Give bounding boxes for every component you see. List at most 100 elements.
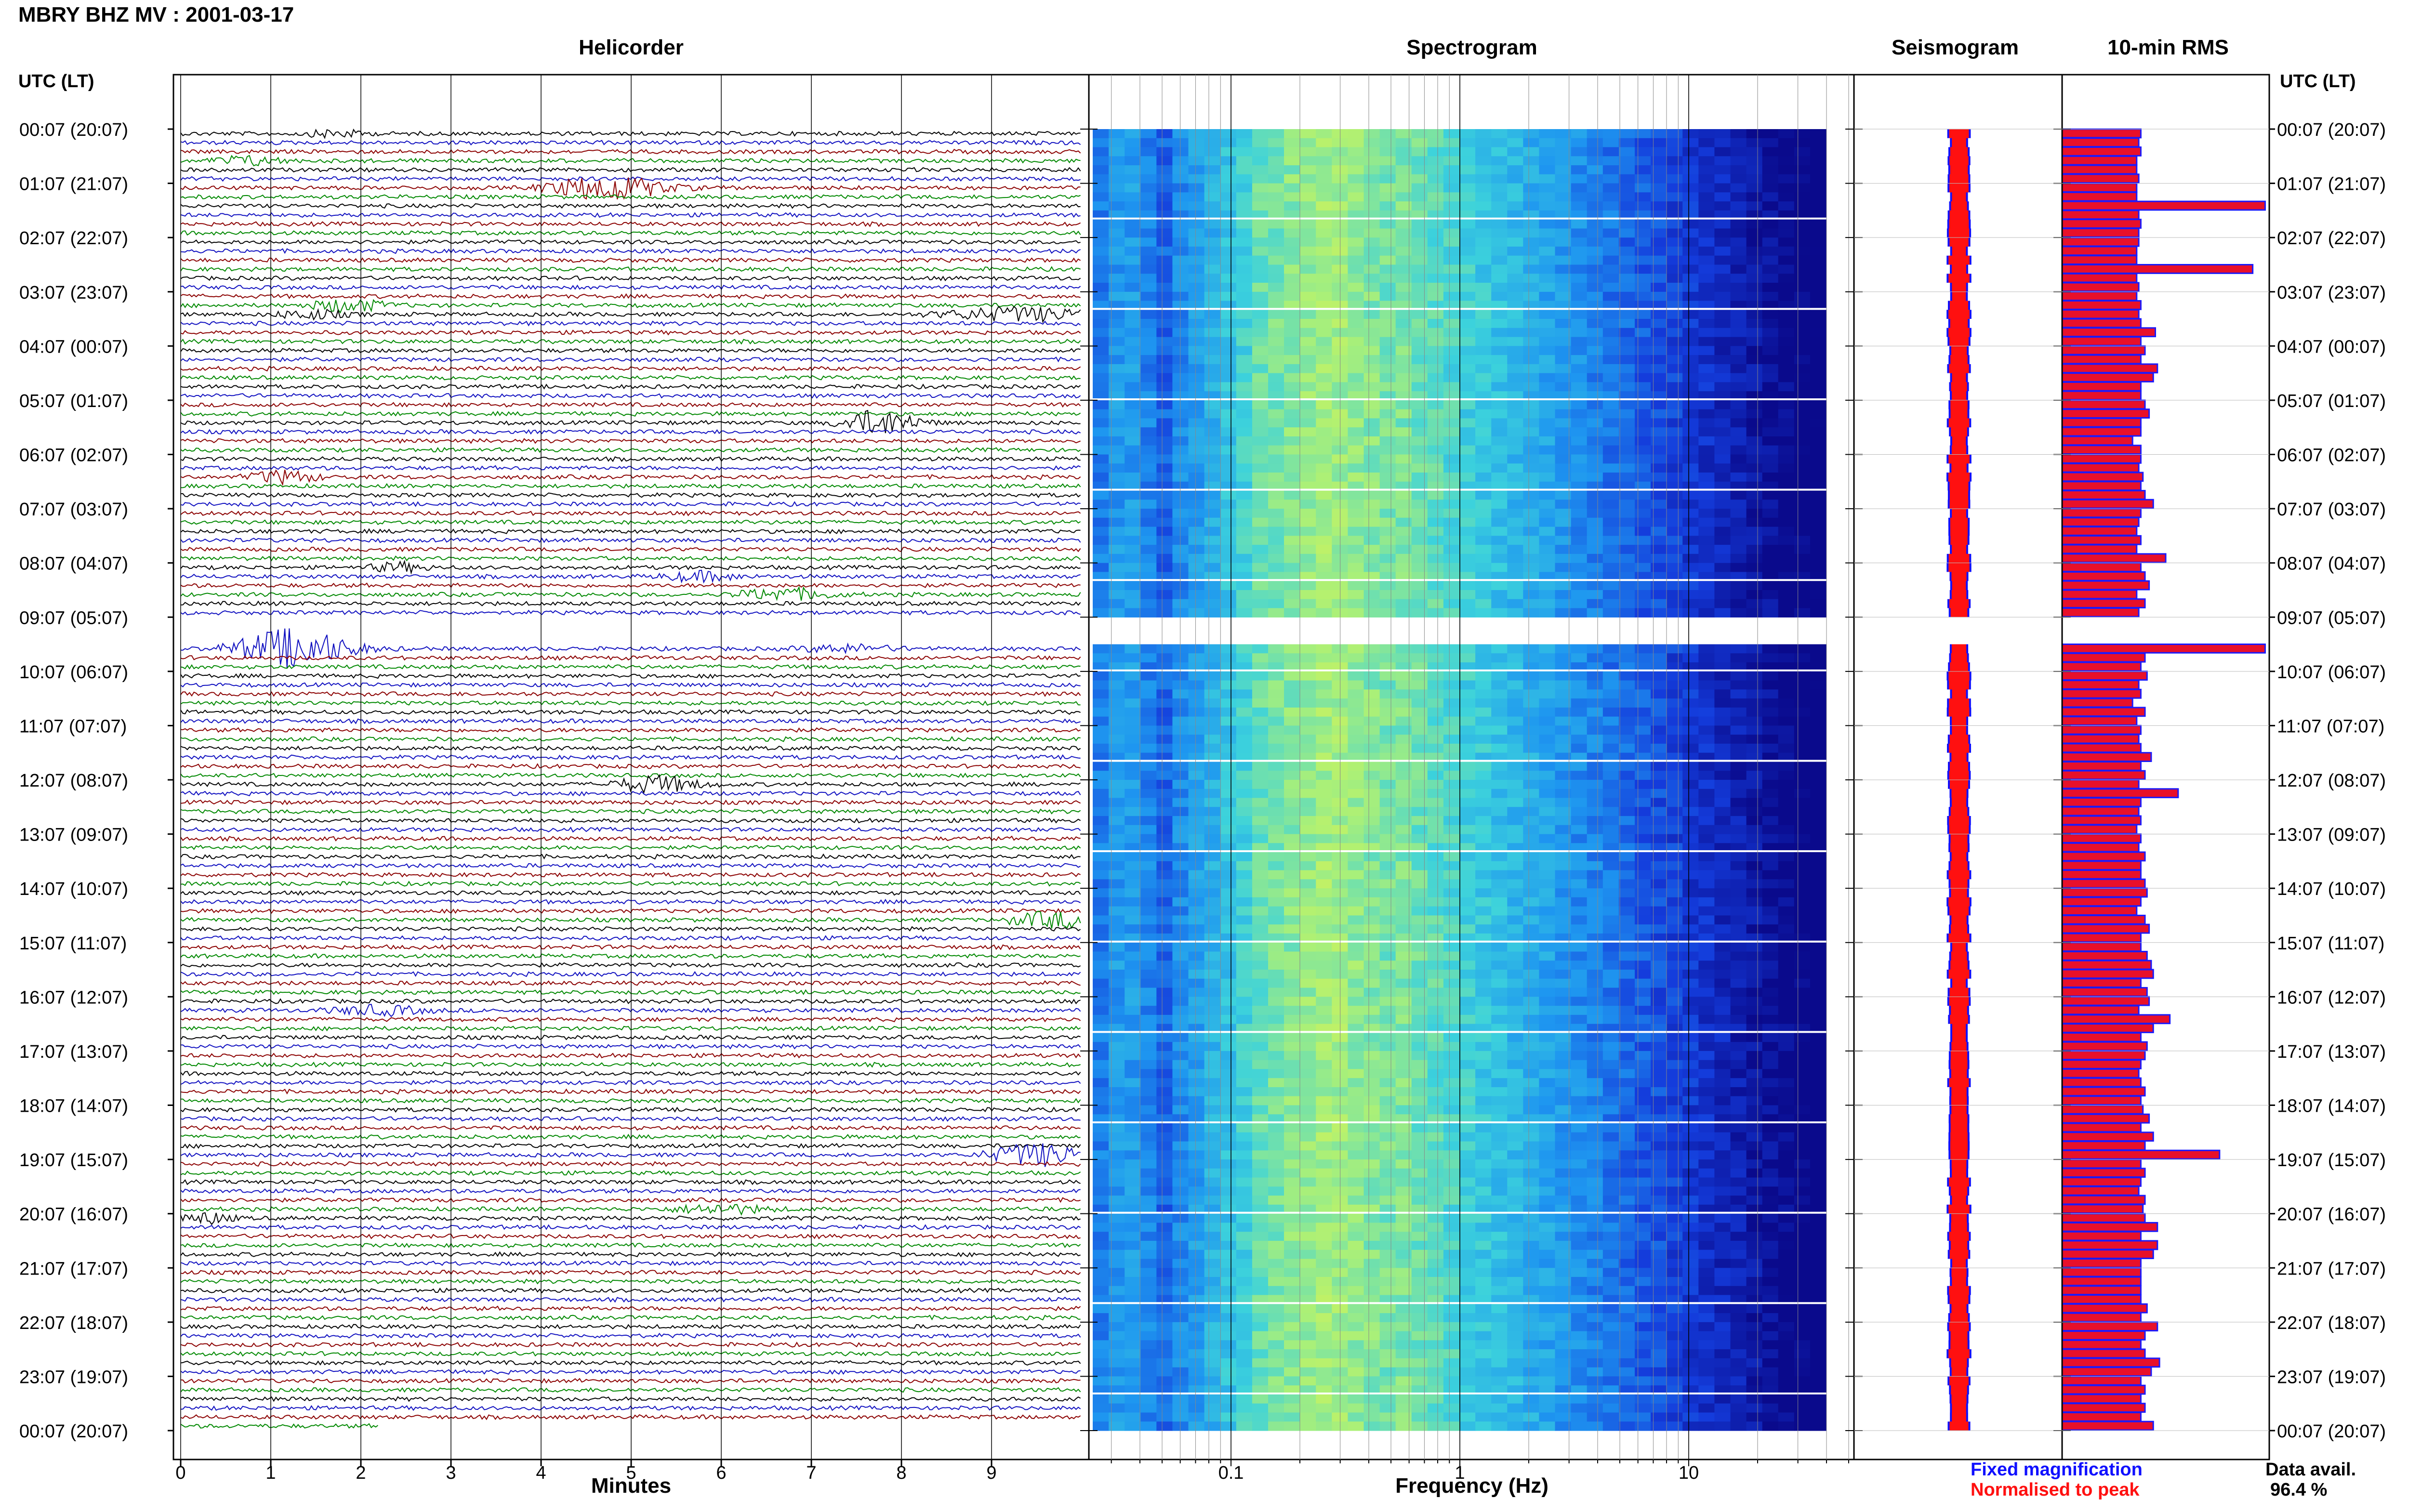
spectrogram-cell [1236,274,1253,283]
spectrogram-cell [1252,762,1269,771]
spectrogram-cell [1475,671,1492,681]
spectrogram-cell [1810,436,1827,446]
spectrogram-cell [1635,210,1651,218]
spectrogram-cell [1459,698,1476,708]
spectrogram-cell [1539,147,1556,157]
spectrogram-cell [1651,291,1667,302]
spectrogram-cell [1810,716,1827,726]
spectrogram-cell [1491,147,1508,157]
spectrogram-cell [1746,129,1763,139]
spectrogram-cell [1555,852,1572,862]
spectrogram-cell [1411,301,1428,308]
spectrogram-cell [1284,978,1300,988]
spectrogram-cell [1587,906,1603,916]
spectrogram-cell [1635,355,1651,365]
spectrogram-cell [1810,310,1827,319]
spectrogram-cell [1125,1096,1141,1106]
spectrogram-cell [1778,852,1795,862]
spectrogram-cell [1093,861,1109,871]
spectrogram-cell [1651,500,1667,509]
spectrogram-cell [1651,1096,1667,1106]
spectrogram-cell [1093,165,1109,175]
spectrogram-cell [1379,780,1396,789]
spectrogram-cell [1204,364,1221,374]
spectrogram-cell [1746,978,1763,988]
spectrogram-cell [1268,816,1284,826]
spectrogram-cell [1443,517,1460,527]
spectrogram-cell [1459,147,1476,157]
spectrogram-cell [1268,1051,1284,1061]
spectrogram-cell [1762,1105,1779,1115]
spectrogram-cell [1475,147,1492,157]
spectrogram-cell [1667,978,1683,988]
spectrogram-cell [1714,978,1731,988]
spectrogram-cell [1730,752,1747,760]
spectrogram-cell [1507,662,1523,670]
spectrogram-cell [1746,418,1763,428]
spectrogram-cell [1667,924,1683,934]
spectrogram-cell [1395,274,1412,283]
spectrogram-cell [1523,473,1539,482]
spectrogram-cell [1778,490,1795,500]
spectrogram-cell [1602,987,1619,997]
spectrogram-cell [1125,301,1141,308]
spectrogram-cell [1379,1078,1396,1088]
spectrogram-cell [1698,210,1715,218]
spectrogram-cell [1363,400,1380,410]
spectrogram-cell [1379,1006,1396,1015]
spectrogram-cell [1172,608,1189,618]
spectrogram-cell [1220,237,1237,247]
spectrogram-cell [1172,364,1189,374]
spectrogram-cell [1523,888,1539,898]
spectrogram-cell [1618,138,1635,148]
spectrogram-cell [1810,987,1827,997]
spectrogram-cell [1156,1114,1173,1122]
spectrogram-cell [1363,328,1380,338]
spectrogram-cell [1491,500,1508,509]
spectrogram-cell [1602,879,1619,889]
spectrogram-cell [1156,960,1173,970]
spectrogram-cell [1363,780,1380,789]
spectrogram-cell [1300,572,1316,579]
spectrogram-cell [1794,391,1811,398]
spectrogram-cell [1395,852,1412,862]
spectrogram-cell [1698,572,1715,579]
spectrogram-cell [1443,246,1460,256]
spectrogram-cell [1459,861,1476,871]
spectrogram-cell [1507,545,1523,554]
spectrogram-cell [1810,373,1827,382]
spectrogram-cell [1284,445,1300,455]
spectrogram-cell [1571,581,1588,591]
spectrogram-cell [1156,138,1173,148]
spectrogram-cell [1379,698,1396,708]
spectrogram-cell [1300,264,1316,274]
spectrogram-cell [1140,337,1157,346]
spectrogram-cell [1587,1078,1603,1088]
spectrogram-cell [1475,1051,1492,1061]
spectrogram-cell [1427,581,1444,591]
spectrogram-cell [1379,581,1396,591]
spectrogram-cell [1156,517,1173,527]
spectrogram-cell [1379,400,1396,410]
spectrogram-cell [1682,1123,1699,1133]
spectrogram-cell [1427,960,1444,970]
spectrogram-cell [1730,391,1747,398]
spectrogram-cell [1252,1069,1269,1078]
spectrogram-cell [1252,1132,1269,1142]
spectrogram-cell [1252,436,1269,446]
spectrogram-cell [1475,473,1492,482]
spectrogram-cell [1395,762,1412,771]
spectrogram-cell [1459,156,1476,166]
spectrogram-cell [1651,1078,1667,1088]
spectrogram-cell [1109,1114,1125,1122]
spectrogram-cell [1109,382,1125,392]
spectrogram-cell [1667,445,1683,455]
spectrogram-cell [1411,1105,1428,1115]
spectrogram-cell [1746,346,1763,355]
spectrogram-cell [1188,762,1205,771]
spectrogram-cell [1300,1014,1316,1025]
spectrogram-cell [1188,590,1205,600]
spectrogram-cell [1730,400,1747,410]
spectrogram-cell [1204,798,1221,807]
spectrogram-cell [1635,762,1651,771]
